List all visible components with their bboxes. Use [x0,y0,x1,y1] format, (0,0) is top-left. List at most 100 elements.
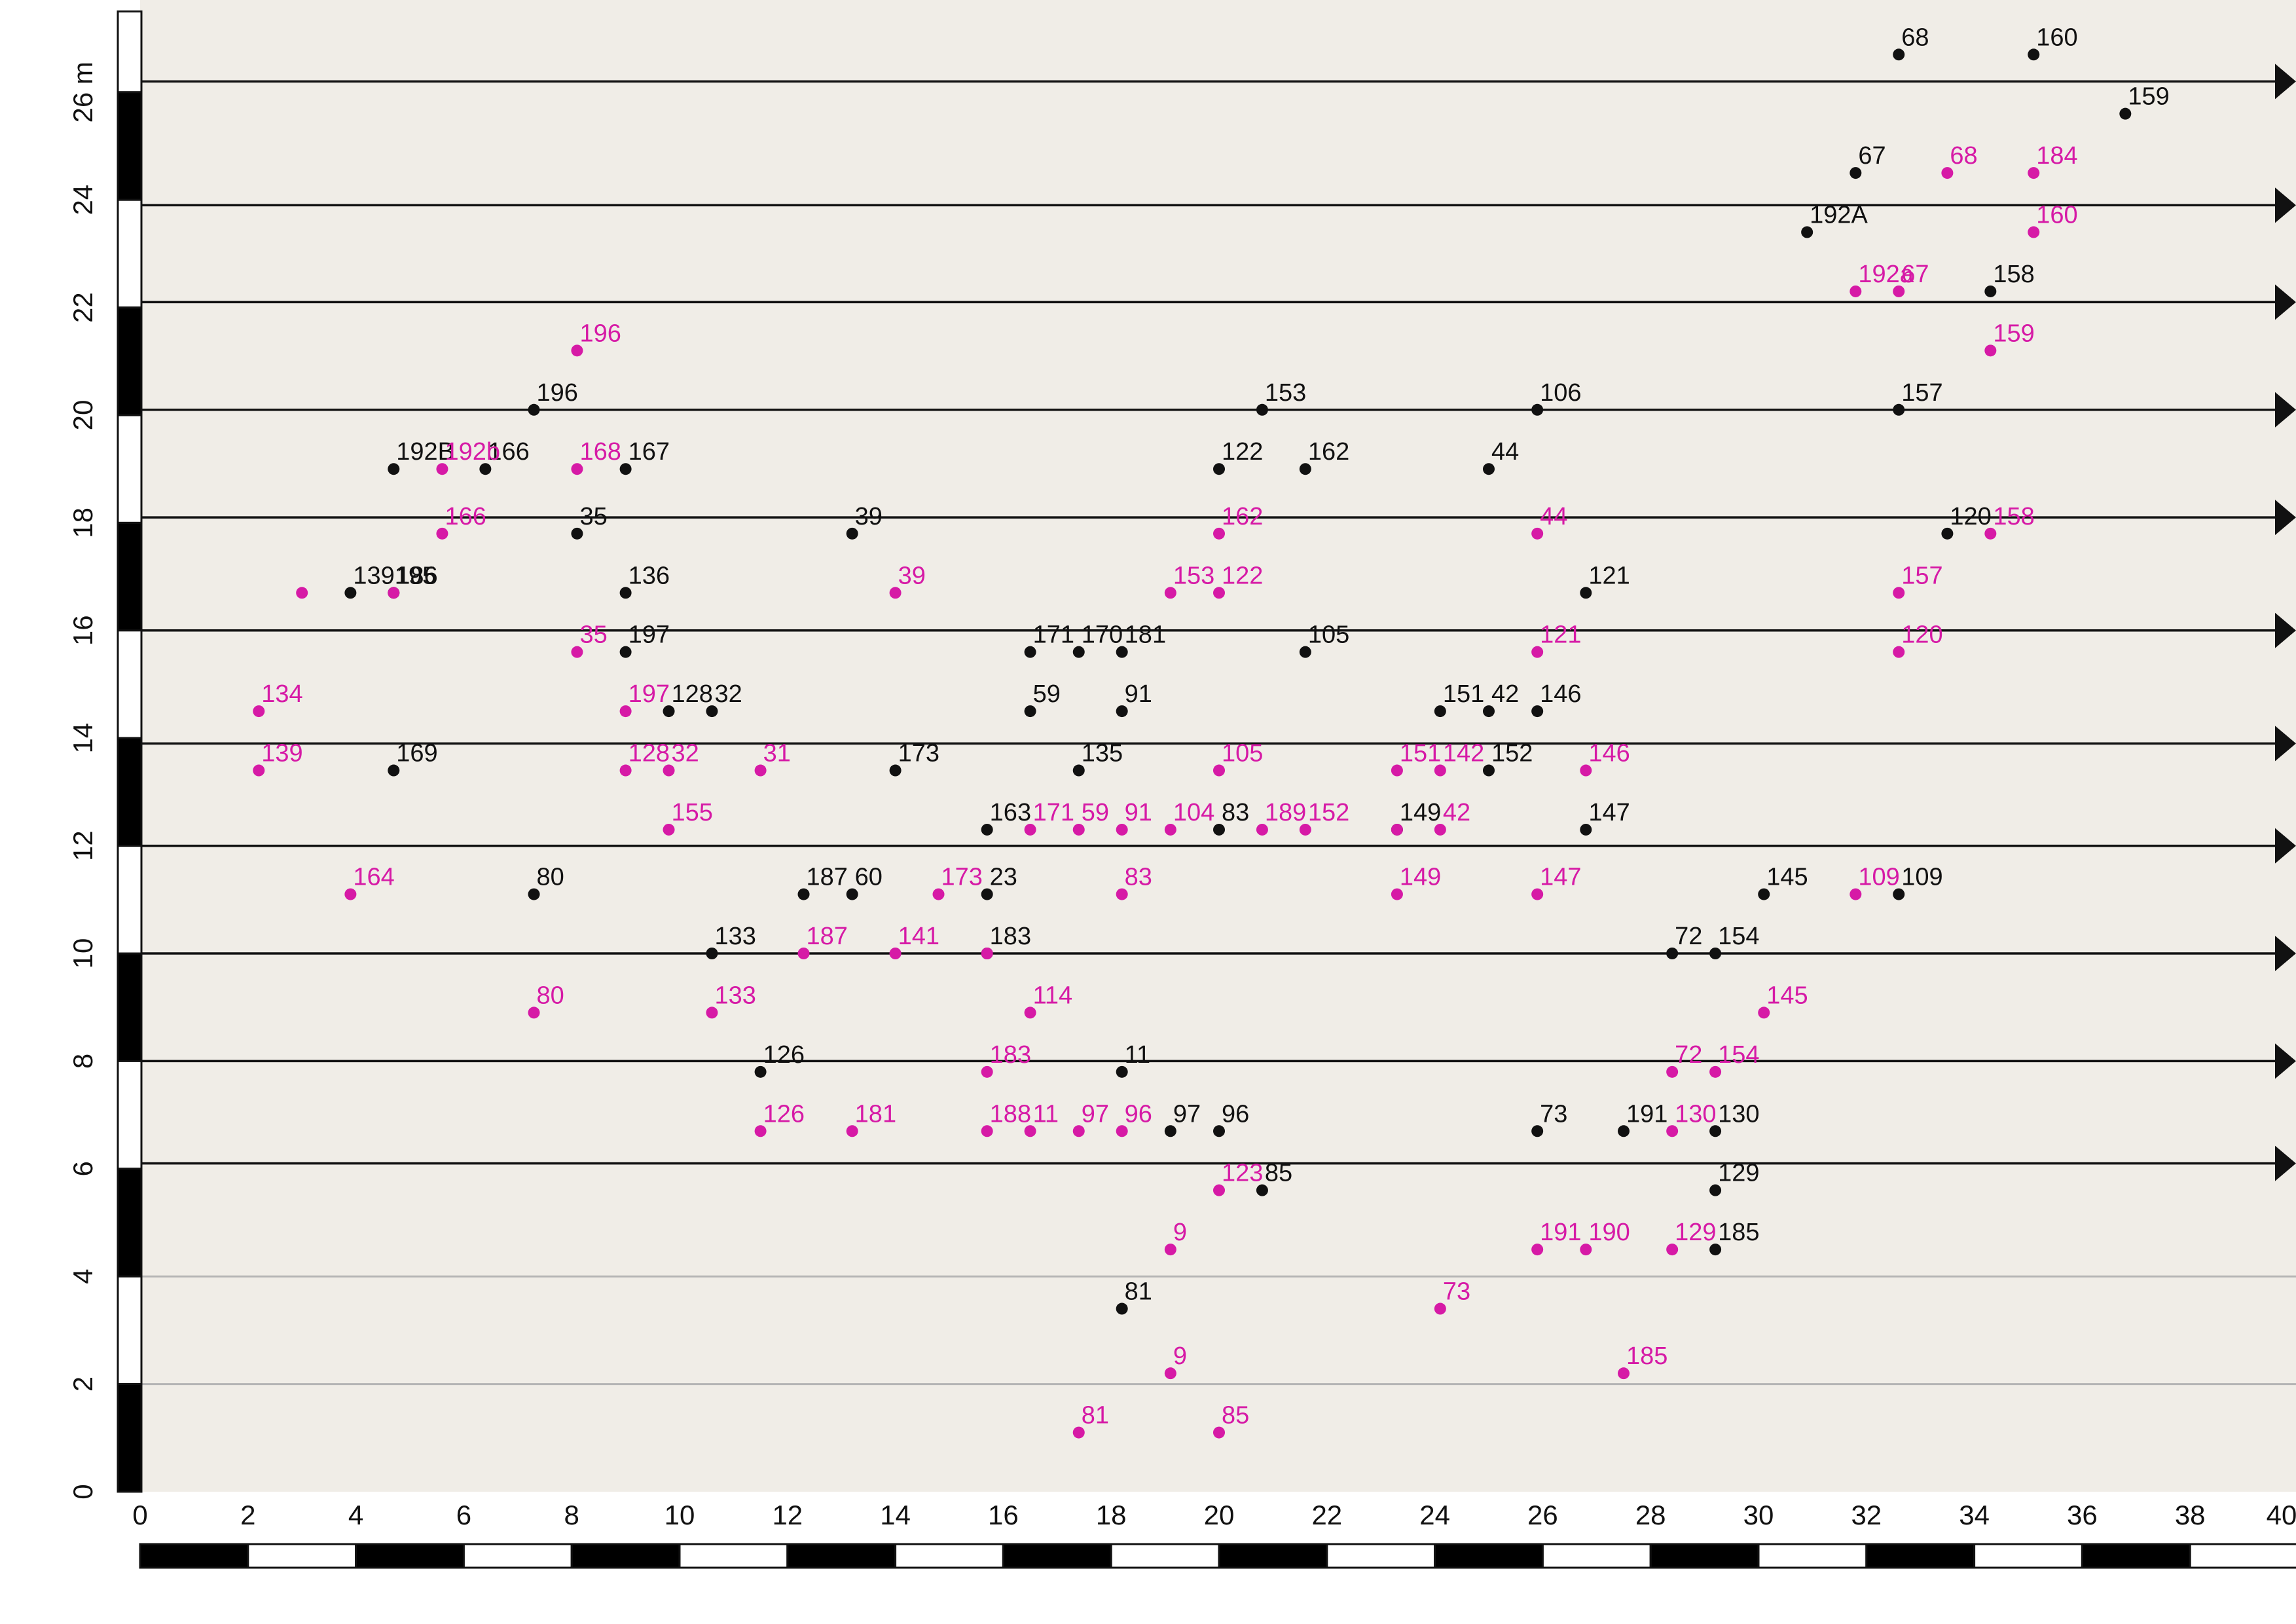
point-s0-48 [1893,888,1905,900]
point-label-s1-58: 181 [855,1100,896,1128]
point-s0-11 [479,463,492,475]
arrow-head-8 [2275,284,2296,320]
point-label-s1-34: 59 [1082,799,1109,826]
y-tick-label-7: 14 [67,723,98,754]
point-label-s0-38: 152 [1491,740,1533,767]
y-scale-segment-12 [117,1383,143,1493]
point-label-s0-21: 136 [629,562,670,589]
point-s1-35 [1116,823,1128,836]
y-scale-segment-11 [117,1275,143,1386]
gridlines [140,1275,2296,1386]
point-label-s0-56: 96 [1222,1100,1249,1128]
arrow-head-10 [2275,64,2296,100]
horizontal-arrows [140,64,2296,1181]
point-s0-34 [1531,705,1544,718]
point-label-s0-20: 186 [396,562,437,589]
x-tick-label-3: 6 [456,1500,471,1530]
point-s1-0 [1941,167,1954,179]
point-label-s0-4: 192A [1810,202,1868,229]
point-label-s0-31: 91 [1125,680,1152,708]
point-s0-60 [1256,1184,1268,1196]
point-label-s1-36: 104 [1173,799,1214,826]
point-label-s1-15: 39 [898,562,926,589]
point-s1-44 [1391,888,1403,900]
y-tick-label-12: 24 [67,185,98,215]
point-label-s1-48: 141 [898,923,939,950]
point-label-s0-6: 196 [537,379,578,407]
point-label-s1-29: 151 [1400,740,1441,767]
arrow-head-2 [2275,936,2296,971]
point-s0-63 [1116,1302,1128,1315]
point-label-s1-70: 9 [1173,1342,1187,1370]
point-s1-58 [846,1125,858,1137]
x-scale-segment-16 [1865,1543,1976,1569]
point-s1-38 [1299,823,1311,836]
data-points: 68 160 159 67 192A 158 196 153 106 157 192B 166 167 1… [253,24,2170,1439]
point-label-s1-9: 166 [445,503,486,530]
x-tick-label-19: 38 [2175,1500,2206,1530]
point-s0-61 [1709,1184,1722,1196]
point-label-s0-45: 60 [855,864,883,891]
point-s0-1 [2028,48,2040,61]
point-label-s1-51: 133 [714,982,756,1009]
point-label-s0-30: 59 [1033,680,1061,708]
y-scale-segment-8 [117,952,143,1062]
y-tick-label-0: 0 [67,1484,98,1499]
point-label-s1-20: 121 [1540,621,1581,649]
point-s0-12 [619,463,632,475]
y-scale-segment-1 [117,198,143,309]
point-s1-32 [663,823,675,836]
point-label-s0-9: 157 [1901,379,1942,407]
point-label-s1-5: 159 [1993,320,2034,347]
point-s1-16 [1164,587,1176,599]
point-s1-37 [1256,823,1268,836]
point-label-s1-62: 96 [1125,1100,1152,1128]
point-label-s1-71: 185 [1626,1342,1667,1370]
point-label-s0-50: 183 [990,923,1031,950]
point-label-s0-63: 81 [1125,1278,1152,1306]
point-label-s1-42: 173 [941,864,983,891]
point-label-s0-19: 139195 [353,562,436,589]
point-label-s0-5: 158 [1993,261,2034,288]
point-label-s0-55: 97 [1173,1100,1201,1128]
point-label-s1-44: 149 [1400,864,1441,891]
x-scale-segment-10 [1218,1543,1328,1569]
point-s0-3 [1850,167,1862,179]
point-label-s1-8: 168 [579,438,621,466]
point-s0-44 [797,888,810,900]
point-s1-57 [754,1125,767,1137]
point-s1-52 [1024,1006,1036,1019]
x-scale-segment-1 [247,1543,357,1569]
point-s1-66 [1531,1244,1544,1256]
point-s1-6 [571,344,583,357]
x-scale-segment-9 [1110,1543,1220,1569]
y-tick-label-4: 8 [67,1054,98,1069]
point-s0-9 [1893,403,1905,416]
x-scale-segment-7 [894,1543,1004,1569]
point-label-s1-19: 35 [579,621,607,649]
point-s1-14 [388,587,400,599]
point-label-s1-17: 122 [1222,562,1263,589]
y-scale-segment-6 [117,737,143,847]
point-s1-13 [296,587,308,599]
point-label-s0-52: 154 [1718,923,1759,950]
point-s1-12 [1984,527,1997,540]
point-s1-54 [981,1065,993,1078]
point-label-s1-47: 187 [807,923,848,950]
point-label-s1-63: 130 [1675,1100,1716,1128]
point-s0-4 [1801,226,1813,238]
x-scale-segment-4 [570,1543,681,1569]
point-s1-30 [1434,764,1446,777]
point-s1-51 [706,1006,718,1019]
point-s1-62 [1116,1125,1128,1137]
point-s1-26 [663,764,675,777]
point-s1-24 [253,764,265,777]
point-s0-57 [1531,1125,1544,1137]
point-label-s1-52: 114 [1033,982,1073,1009]
point-label-s0-10: 192B [396,438,454,466]
point-label-s0-53: 126 [763,1041,805,1069]
point-label-s1-31: 146 [1588,740,1630,767]
x-scale-segment-12 [1434,1543,1544,1569]
point-label-s0-44: 187 [807,864,848,891]
point-s0-5 [1984,285,1997,297]
